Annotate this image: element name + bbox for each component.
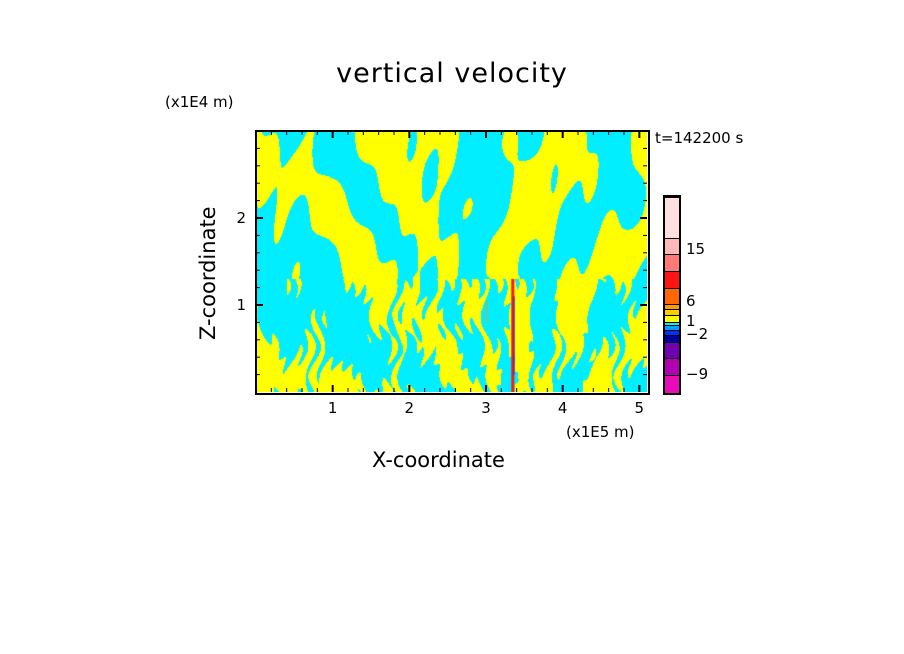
colorbar-segment: [665, 287, 679, 305]
colorbar-segment: [665, 321, 679, 325]
colorbar-segment: [665, 358, 679, 375]
x-tick-label: 1: [327, 399, 338, 417]
x-axis-label: X-coordinate: [372, 448, 505, 472]
colorbar-segment: [665, 374, 679, 393]
colorbar-segment: [665, 309, 679, 316]
z-unit-label: (x1E4 m): [165, 93, 234, 111]
chart-title: vertical velocity: [336, 58, 568, 89]
x-unit-label: (x1E5 m): [566, 423, 635, 441]
colorbar-label: −2: [686, 325, 709, 344]
colorbar-segment: [665, 237, 679, 255]
x-tick-label: 4: [557, 399, 568, 417]
x-tick-label: 3: [481, 399, 491, 417]
colorbar-label: −9: [686, 365, 709, 384]
y-axis-label: Z-coordinate: [196, 206, 220, 340]
y-tick-label: 1: [236, 296, 246, 314]
colorbar-label: 15: [686, 239, 706, 258]
velocity-contour-field: [256, 131, 647, 392]
y-tick-label: 2: [236, 209, 246, 227]
colorbar-segment: [665, 270, 679, 288]
colorbar-label: 1: [686, 312, 696, 331]
colorbar-segment: [665, 304, 679, 310]
colorbar-segment: [665, 324, 679, 330]
colorbar-segment: [665, 329, 679, 336]
plot-frame: [255, 130, 650, 395]
colorbar-label: 6: [686, 291, 696, 310]
colorbar-segment: [665, 335, 679, 342]
colorbar-segment: [665, 254, 679, 271]
colorbar: [663, 195, 681, 395]
colorbar-segment: [665, 315, 679, 322]
x-tick-label: 5: [634, 399, 645, 417]
time-label: t=142200 s: [655, 129, 744, 147]
colorbar-segment: [665, 197, 679, 238]
x-tick-label: 2: [404, 399, 415, 417]
colorbar-segment: [665, 341, 679, 359]
